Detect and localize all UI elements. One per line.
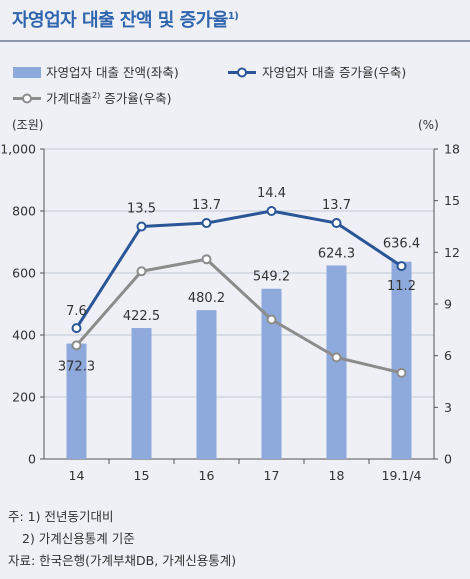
left-axis-tick-label: 0 xyxy=(28,452,36,467)
growth-marker xyxy=(396,261,407,272)
growth-marker xyxy=(331,218,342,229)
line-data-label: 13.7 xyxy=(192,198,221,213)
bar-data-label: 549.2 xyxy=(253,270,290,285)
legend: 자영업자 대출 잔액(좌축) 자영업자 대출 증가율(우축) 가계대출2) 증가… xyxy=(13,65,406,106)
source-note: 자료: 한국은행(가계부채DB, 가계신용통계) xyxy=(8,553,237,568)
bar xyxy=(131,328,152,459)
bar-data-label: 422.5 xyxy=(123,309,160,324)
chart-title-footnote-mark: 1) xyxy=(227,11,239,22)
line-data-label: 7.6 xyxy=(66,304,87,319)
right-axis-tick-label: 15 xyxy=(444,193,460,208)
legend-label-household-name: 가계대출 xyxy=(46,91,92,106)
left-axis-unit: (조원) xyxy=(12,118,43,132)
household-marker xyxy=(71,340,82,351)
left-axis-tick-label: 200 xyxy=(12,390,36,405)
data-labels: 372.3 422.5 480.2 549.2 624.3 636.4 7.6 13.5 13.… xyxy=(58,186,420,375)
growth-marker xyxy=(71,323,82,334)
household-line xyxy=(75,257,402,375)
household-marker xyxy=(331,352,342,363)
legend-label-household: 가계대출2) 증가율(우축) xyxy=(46,91,171,106)
bar-data-label: 624.3 xyxy=(318,246,355,261)
left-axis-tick-label: 800 xyxy=(12,204,36,219)
line-data-label: 11.2 xyxy=(387,279,416,294)
legend-swatch-household-marker xyxy=(22,93,32,104)
x-axis-tick-label: 14 xyxy=(69,468,85,483)
right-axis-tick-label: 0 xyxy=(444,452,452,467)
footnotes: 주: 1) 전년동기대비 2) 가계신용통계 기준 자료: 한국은행(가계부채D… xyxy=(8,506,236,572)
legend-label-household-sup: 2) xyxy=(92,91,100,100)
footnote-1: 주: 1) 전년동기대비 xyxy=(8,509,114,524)
legend-label-household-suffix: 증가율(우축) xyxy=(100,91,171,106)
bar-data-label: 480.2 xyxy=(188,291,225,306)
line-data-label: 13.7 xyxy=(322,198,351,213)
bar-data-label: 372.3 xyxy=(58,360,95,375)
household-marker xyxy=(136,266,147,277)
left-axis-tick-label: 600 xyxy=(12,266,36,281)
growth-line xyxy=(75,209,403,329)
axes: 0 200 400 600 800 1,000 0 3 6 9 12 15 18 14 15 16 17 18 19… xyxy=(0,142,460,484)
household-marker xyxy=(266,314,277,325)
chart: 자영업자 대출 잔액(좌축) 자영업자 대출 증가율(우축) 가계대출2) 증가… xyxy=(0,65,460,484)
legend-label-balance: 자영업자 대출 잔액(좌축) xyxy=(46,65,179,80)
right-axis-tick-label: 3 xyxy=(444,400,452,415)
bar xyxy=(261,288,282,459)
right-axis-tick-label: 18 xyxy=(444,142,460,157)
bar-data-label: 636.4 xyxy=(383,237,420,252)
legend-label-growth: 자영업자 대출 증가율(우축) xyxy=(262,65,406,80)
left-axis-tick-label: 1,000 xyxy=(0,142,36,157)
chart-title-text: 자영업자 대출 잔액 및 증가율 xyxy=(12,10,228,31)
growth-marker xyxy=(266,206,277,216)
household-marker xyxy=(201,254,212,265)
left-axis-tick-label: 400 xyxy=(12,328,36,343)
bar xyxy=(66,343,87,459)
bars xyxy=(66,261,412,459)
legend-swatch-growth-marker xyxy=(237,67,247,78)
household-marker xyxy=(396,367,407,378)
legend-swatch-balance xyxy=(13,67,41,78)
x-axis-tick-label: 15 xyxy=(134,468,150,483)
x-axis-tick-label: 18 xyxy=(329,468,345,483)
line-data-label: 14.4 xyxy=(257,186,286,201)
lines xyxy=(71,206,407,378)
growth-marker xyxy=(201,218,212,229)
growth-marker xyxy=(136,221,147,232)
footnote-2: 2) 가계신용통계 기준 xyxy=(22,531,135,546)
right-axis-tick-label: 12 xyxy=(444,245,460,260)
right-axis-tick-label: 6 xyxy=(444,348,452,363)
gridlines xyxy=(44,148,434,398)
line-data-label: 13.5 xyxy=(127,202,156,217)
right-axis-unit: (%) xyxy=(418,118,439,132)
bar xyxy=(391,261,412,459)
x-axis-tick-label: 19.1/4 xyxy=(382,468,422,483)
bar xyxy=(196,310,217,459)
x-axis-tick-label: 16 xyxy=(199,468,215,483)
x-axis-tick-label: 17 xyxy=(264,468,280,483)
title-rule xyxy=(0,40,470,42)
chart-title: 자영업자 대출 잔액 및 증가율1) xyxy=(12,6,239,32)
right-axis-tick-label: 9 xyxy=(444,297,452,312)
